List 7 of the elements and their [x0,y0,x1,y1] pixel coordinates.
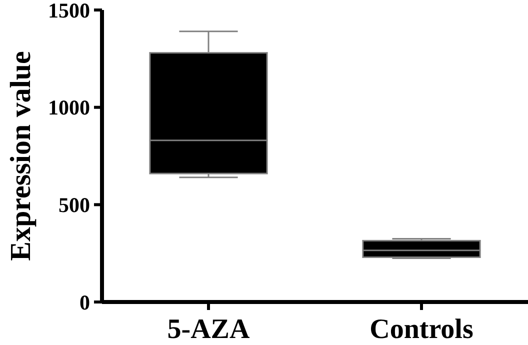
y-axis-title: Expression value [5,51,37,261]
y-tick-label: 1000 [48,96,90,120]
x-tick-label: Controls [370,314,474,345]
y-tick-label: 500 [58,193,90,218]
y-tick-label: 1500 [48,0,90,22]
y-tick-label: 0 [80,290,90,314]
x-tick-label: 5-AZA [167,314,250,345]
